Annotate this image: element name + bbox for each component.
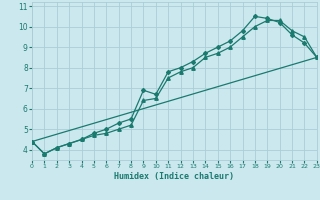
X-axis label: Humidex (Indice chaleur): Humidex (Indice chaleur) <box>115 172 234 181</box>
